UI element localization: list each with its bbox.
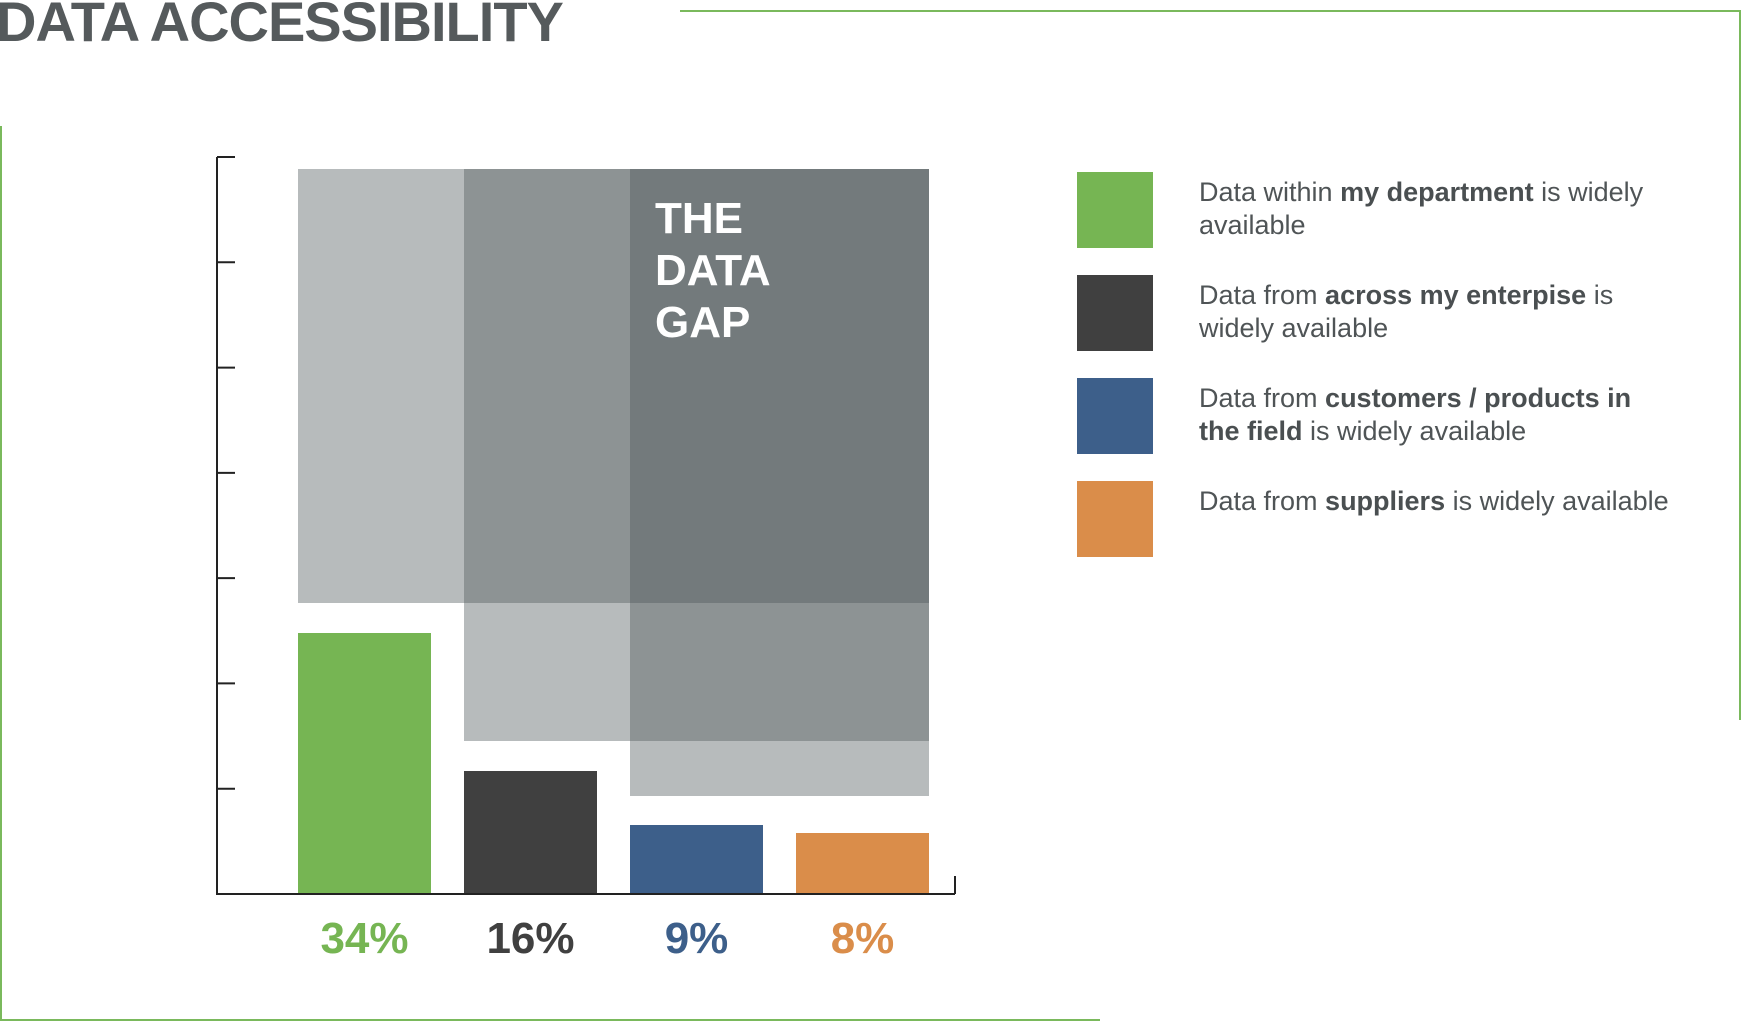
gap-region-columns-3-4-upper xyxy=(630,169,929,603)
legend-label-bold: customers / products in the field xyxy=(1199,383,1632,446)
frame-top-line xyxy=(680,10,1741,12)
legend-label-prefix: Data from xyxy=(1199,383,1326,413)
gap-region-columns-3-4-lower xyxy=(630,741,929,796)
page-title: DATA ACCESSIBILITY xyxy=(0,0,564,53)
bar-1 xyxy=(298,633,431,894)
legend-label-prefix: Data within xyxy=(1199,177,1341,207)
value-label-3: 9% xyxy=(665,914,729,963)
value-label-2: 16% xyxy=(486,914,574,963)
legend-label-3: Data from customers / products in the fi… xyxy=(1199,382,1669,448)
bar-4 xyxy=(796,833,929,894)
frame-left-line xyxy=(0,126,2,1021)
legend-label-suffix: is widely available xyxy=(1199,280,1614,343)
gap-region-columns-3-4-middle xyxy=(630,603,929,741)
legend-swatch-1 xyxy=(1077,172,1153,248)
data-gap-annotation-line-2: DATA xyxy=(655,246,771,295)
value-label-1: 34% xyxy=(320,914,408,963)
frame-bottom-line xyxy=(0,1019,1100,1021)
legend-item-1: Data within my department is widely avai… xyxy=(1077,172,1677,248)
gap-region-column-2-upper xyxy=(464,169,630,603)
legend-label-4: Data from suppliers is widely available xyxy=(1199,485,1669,518)
legend-swatch-2 xyxy=(1077,275,1153,351)
bar-3 xyxy=(630,825,763,894)
legend-label-2: Data from across my enterpise is widely … xyxy=(1199,279,1669,345)
legend-label-prefix: Data from xyxy=(1199,280,1326,310)
legend-label-bold: my department xyxy=(1340,177,1534,207)
data-gap-annotation-line-3: GAP xyxy=(655,298,750,347)
legend-item-2: Data from across my enterpise is widely … xyxy=(1077,275,1677,351)
legend-swatch-3 xyxy=(1077,378,1153,454)
legend-label-bold: across my enterpise xyxy=(1325,280,1587,310)
bar-2 xyxy=(464,771,597,894)
legend-label-suffix: is widely available xyxy=(1199,177,1644,240)
frame-right-line xyxy=(1739,10,1741,720)
value-label-4: 8% xyxy=(831,914,895,963)
gap-region-column-1 xyxy=(298,169,464,603)
legend-label-suffix: is widely available xyxy=(1302,416,1527,446)
gap-region-column-2-lower xyxy=(464,603,630,741)
data-gap-annotation-line-1: THE xyxy=(655,194,743,243)
legend-item-4: Data from suppliers is widely available xyxy=(1077,481,1677,557)
legend-item-3: Data from customers / products in the fi… xyxy=(1077,378,1677,454)
legend-swatch-4 xyxy=(1077,481,1153,557)
legend-label-bold: suppliers xyxy=(1325,486,1446,516)
legend-label-suffix: is widely available xyxy=(1445,486,1669,516)
legend-label-1: Data within my department is widely avai… xyxy=(1199,176,1669,242)
legend-label-prefix: Data from xyxy=(1199,486,1326,516)
